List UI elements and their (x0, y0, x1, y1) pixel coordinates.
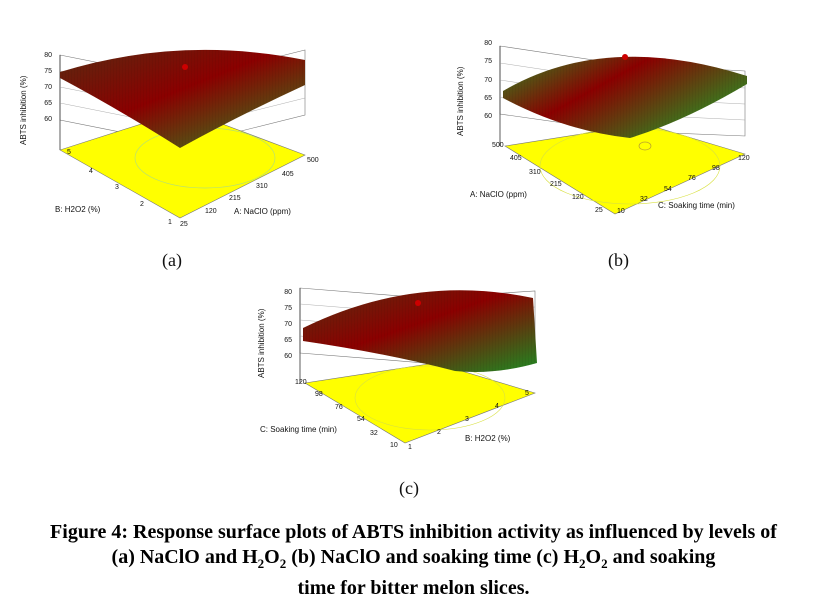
panel-label-b: (b) (608, 250, 629, 270)
x-tick: 1 (408, 444, 412, 451)
z-tick: 65 (484, 95, 492, 102)
y-tick: 76 (335, 404, 343, 411)
x-tick: 215 (229, 195, 241, 202)
surface-plot-b-svg: 80 75 70 65 60 ABTS inhibition (%) 500 4… (456, 40, 750, 215)
x-tick: 25 (180, 221, 188, 228)
y-tick: 1 (168, 219, 172, 226)
caption-text: (a) NaClO and H (111, 546, 258, 568)
z-axis-label: ABTS inhibition (%) (19, 75, 28, 145)
y-tick: 54 (357, 416, 365, 423)
y-tick: 215 (550, 181, 562, 188)
caption-text: O (585, 546, 602, 568)
caption-subscript: 2 (257, 556, 265, 571)
z-tick: 75 (284, 305, 292, 312)
x-tick: 310 (256, 183, 268, 190)
y-axis-label: C: Soaking time (min) (260, 425, 337, 434)
y-tick: 4 (89, 168, 93, 175)
surface-plot-c: 80 75 70 65 60 ABTS inhibition (%) 120 9… (255, 283, 565, 458)
z-tick: 60 (484, 113, 492, 120)
y-tick: 10 (390, 442, 398, 449)
caption-subscript: 2 (579, 556, 586, 571)
response-surface-mesh (60, 49, 305, 148)
y-tick: 25 (595, 207, 603, 214)
x-tick: 2 (437, 429, 441, 436)
x-tick: 10 (617, 208, 625, 215)
y-tick: 310 (529, 169, 541, 176)
z-tick: 65 (284, 337, 292, 344)
caption-line-2: (a) NaClO and H2O2 (b) NaClO and soaking… (0, 545, 827, 576)
z-tick: 60 (284, 353, 292, 360)
x-tick: 5 (525, 390, 529, 397)
design-center-point (182, 64, 188, 70)
z-tick: 80 (484, 40, 492, 47)
caption-text: (b) NaClO and soaking time (c) H (286, 546, 580, 568)
y-tick: 32 (370, 430, 378, 437)
x-tick: 32 (640, 196, 648, 203)
z-tick: 75 (484, 58, 492, 65)
x-tick: 4 (495, 403, 499, 410)
surface-plot-b: 80 75 70 65 60 ABTS inhibition (%) 500 4… (455, 36, 775, 236)
surface-plot-a: 80 75 70 65 60 ABTS inhibition (%) 5 4 3… (19, 40, 340, 240)
caption-subscript: 2 (601, 556, 608, 571)
y-axis-label: B: H2O2 (%) (55, 205, 101, 214)
x-axis-label: B: H2O2 (%) (465, 434, 511, 443)
caption-text: O (264, 546, 280, 568)
y-tick: 5 (67, 149, 71, 156)
z-tick: 70 (44, 84, 52, 91)
caption-text: and soaking (607, 546, 716, 568)
x-axis-label: A: NaClO (ppm) (234, 207, 291, 216)
caption-line-1: Figure 4: Response surface plots of ABTS… (50, 521, 777, 543)
x-tick: 54 (664, 186, 672, 193)
z-tick: 70 (484, 77, 492, 84)
x-tick: 500 (307, 157, 319, 164)
x-tick: 76 (688, 175, 696, 182)
surface-plot-c-svg: 80 75 70 65 60 ABTS inhibition (%) 120 9… (257, 287, 537, 451)
x-tick: 98 (712, 165, 720, 172)
z-tick: 75 (44, 68, 52, 75)
z-tick: 80 (44, 52, 52, 59)
y-tick: 405 (510, 155, 522, 162)
design-center-point (622, 54, 628, 60)
response-surface-mesh (303, 290, 537, 372)
design-center-point (415, 300, 421, 306)
caption-line-3: time for bitter melon slices. (297, 577, 530, 599)
x-tick: 120 (738, 155, 750, 162)
z-axis-label: ABTS inhibition (%) (257, 308, 266, 378)
floor-contour (354, 365, 506, 431)
y-tick: 2 (140, 201, 144, 208)
panel-label-a: (a) (162, 250, 182, 270)
x-tick: 3 (465, 416, 469, 423)
floor-contour-plane (304, 362, 536, 444)
y-tick: 3 (115, 184, 119, 191)
figure-caption: Figure 4: Response surface plots of ABTS… (0, 520, 827, 601)
caption-subscript: 2 (279, 556, 287, 571)
y-tick: 120 (295, 379, 307, 386)
z-tick: 70 (284, 321, 292, 328)
y-tick: 120 (572, 194, 584, 201)
floor-contour (638, 141, 652, 151)
x-axis-label: C: Soaking time (min) (658, 201, 735, 210)
x-tick: 405 (282, 171, 294, 178)
z-axis-label: ABTS inhibition (%) (456, 66, 465, 136)
z-tick: 65 (44, 100, 52, 107)
y-tick: 500 (492, 142, 504, 149)
panel-label-c: (c) (399, 478, 419, 498)
response-surface-mesh (503, 56, 747, 138)
surface-plot-a-svg: 80 75 70 65 60 ABTS inhibition (%) 5 4 3… (19, 49, 319, 228)
z-tick: 80 (284, 289, 292, 296)
x-tick: 120 (205, 208, 217, 215)
y-axis-label: A: NaClO (ppm) (470, 190, 527, 199)
z-tick: 60 (44, 116, 52, 123)
y-tick: 98 (315, 391, 323, 398)
